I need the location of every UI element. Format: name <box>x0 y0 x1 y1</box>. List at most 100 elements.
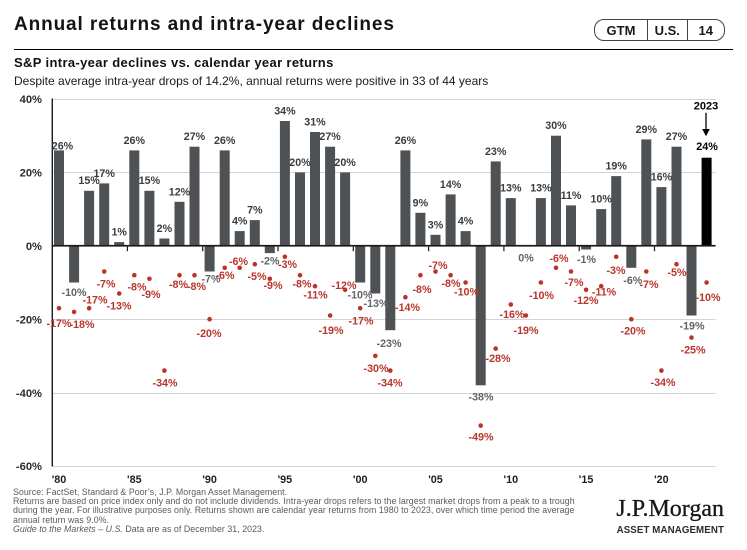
svg-text:-5%: -5% <box>247 271 267 283</box>
svg-text:-12%: -12% <box>574 295 599 307</box>
svg-text:0%: 0% <box>518 253 534 265</box>
svg-text:11%: 11% <box>561 190 582 202</box>
svg-text:-8%: -8% <box>292 279 312 291</box>
svg-text:-14%: -14% <box>395 302 420 314</box>
svg-text:-11%: -11% <box>303 289 328 301</box>
svg-text:-6%: -6% <box>229 256 249 268</box>
svg-text:-10%: -10% <box>348 289 373 301</box>
svg-text:-7%: -7% <box>201 273 221 285</box>
svg-text:'05: '05 <box>428 474 443 486</box>
svg-text:-19%: -19% <box>680 321 705 333</box>
svg-text:-9%: -9% <box>263 280 283 292</box>
svg-text:-19%: -19% <box>514 325 539 337</box>
svg-text:0%: 0% <box>26 241 42 253</box>
svg-text:27%: 27% <box>666 131 688 143</box>
svg-text:-13%: -13% <box>364 298 389 310</box>
svg-text:19%: 19% <box>605 161 627 173</box>
svg-text:-8%: -8% <box>441 278 461 290</box>
svg-text:-34%: -34% <box>651 377 676 389</box>
svg-text:'85: '85 <box>127 474 142 486</box>
svg-text:-11%: -11% <box>592 286 617 298</box>
svg-text:-34%: -34% <box>378 378 403 390</box>
svg-text:10%: 10% <box>590 194 612 206</box>
svg-text:-60%: -60% <box>16 461 42 473</box>
svg-text:2%: 2% <box>157 223 173 235</box>
svg-text:-1%: -1% <box>577 254 597 266</box>
svg-text:12%: 12% <box>169 186 191 198</box>
svg-text:'15: '15 <box>579 474 594 486</box>
svg-text:20%: 20% <box>334 157 356 169</box>
svg-text:4%: 4% <box>232 216 248 228</box>
svg-text:-23%: -23% <box>377 338 402 350</box>
svg-text:'95: '95 <box>278 474 293 486</box>
svg-text:9%: 9% <box>413 197 429 209</box>
svg-text:-49%: -49% <box>469 432 494 444</box>
svg-text:-38%: -38% <box>469 392 494 404</box>
svg-text:-8%: -8% <box>127 282 147 294</box>
svg-text:4%: 4% <box>458 216 474 228</box>
svg-text:-6%: -6% <box>215 270 235 282</box>
svg-text:-2%: -2% <box>260 255 280 267</box>
svg-text:-19%: -19% <box>319 325 344 337</box>
svg-text:2023: 2023 <box>694 101 718 113</box>
svg-text:26%: 26% <box>214 135 236 147</box>
svg-text:-12%: -12% <box>332 280 357 292</box>
svg-text:26%: 26% <box>124 135 146 147</box>
svg-text:-25%: -25% <box>681 344 706 356</box>
svg-text:-30%: -30% <box>364 363 389 375</box>
svg-text:-10%: -10% <box>62 287 87 299</box>
svg-text:-34%: -34% <box>153 378 178 390</box>
svg-text:15%: 15% <box>78 175 100 187</box>
svg-text:-10%: -10% <box>696 292 721 304</box>
svg-text:16%: 16% <box>651 172 673 184</box>
svg-text:'80: '80 <box>52 474 67 486</box>
svg-text:-20%: -20% <box>621 325 646 337</box>
svg-text:17%: 17% <box>93 168 115 180</box>
svg-text:'90: '90 <box>202 474 217 486</box>
svg-text:34%: 34% <box>274 106 296 118</box>
svg-text:-18%: -18% <box>70 319 95 331</box>
svg-text:-5%: -5% <box>667 267 687 279</box>
svg-text:13%: 13% <box>530 183 552 195</box>
svg-text:31%: 31% <box>304 117 326 129</box>
svg-text:-8%: -8% <box>169 279 189 291</box>
svg-text:-3%: -3% <box>278 259 298 271</box>
svg-text:-17%: -17% <box>47 318 72 330</box>
svg-text:20%: 20% <box>289 157 311 169</box>
svg-text:'00: '00 <box>353 474 368 486</box>
svg-text:30%: 30% <box>545 120 567 132</box>
svg-text:26%: 26% <box>395 135 417 147</box>
svg-text:29%: 29% <box>636 124 658 136</box>
svg-text:-7%: -7% <box>564 277 584 289</box>
svg-text:-13%: -13% <box>107 301 132 313</box>
svg-text:1%: 1% <box>111 227 127 239</box>
svg-text:-6%: -6% <box>623 275 643 287</box>
svg-text:27%: 27% <box>184 131 206 143</box>
svg-text:23%: 23% <box>485 146 507 158</box>
svg-text:-10%: -10% <box>454 287 479 299</box>
svg-text:-40%: -40% <box>16 388 42 400</box>
svg-text:-20%: -20% <box>16 314 42 326</box>
svg-text:13%: 13% <box>500 183 522 195</box>
svg-text:27%: 27% <box>319 131 341 143</box>
svg-text:40%: 40% <box>20 94 42 106</box>
svg-text:-17%: -17% <box>349 316 374 328</box>
svg-text:-20%: -20% <box>197 328 222 340</box>
svg-text:-8%: -8% <box>187 281 207 293</box>
svg-text:24%: 24% <box>696 141 718 153</box>
svg-text:15%: 15% <box>139 175 161 187</box>
svg-text:26%: 26% <box>52 140 74 152</box>
svg-text:'10: '10 <box>504 474 519 486</box>
svg-text:-28%: -28% <box>486 353 511 365</box>
svg-text:-10%: -10% <box>529 290 554 302</box>
svg-text:-7%: -7% <box>428 260 448 272</box>
svg-text:-6%: -6% <box>549 253 569 265</box>
svg-text:-3%: -3% <box>606 265 626 277</box>
svg-text:'20: '20 <box>654 474 669 486</box>
svg-text:-9%: -9% <box>141 289 161 301</box>
svg-text:-16%: -16% <box>500 309 525 321</box>
svg-text:-8%: -8% <box>412 284 432 296</box>
svg-text:-7%: -7% <box>639 279 659 291</box>
svg-text:3%: 3% <box>428 219 444 231</box>
svg-text:14%: 14% <box>440 179 462 191</box>
